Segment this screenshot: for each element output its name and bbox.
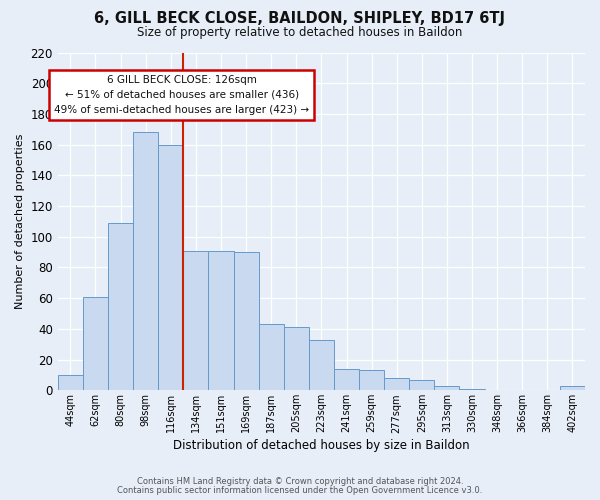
Bar: [284, 328, 309, 390]
Bar: [184, 250, 208, 390]
Y-axis label: Number of detached properties: Number of detached properties: [15, 134, 25, 309]
Bar: [309, 340, 334, 390]
Bar: [233, 252, 259, 390]
Text: Contains public sector information licensed under the Open Government Licence v3: Contains public sector information licen…: [118, 486, 482, 495]
Bar: [334, 369, 359, 390]
Bar: [359, 370, 384, 390]
Text: 6, GILL BECK CLOSE, BAILDON, SHIPLEY, BD17 6TJ: 6, GILL BECK CLOSE, BAILDON, SHIPLEY, BD…: [95, 12, 505, 26]
Bar: [259, 324, 284, 390]
X-axis label: Distribution of detached houses by size in Baildon: Distribution of detached houses by size …: [173, 440, 470, 452]
Text: Contains HM Land Registry data © Crown copyright and database right 2024.: Contains HM Land Registry data © Crown c…: [137, 477, 463, 486]
Bar: [83, 296, 108, 390]
Bar: [560, 386, 585, 390]
Bar: [108, 223, 133, 390]
Bar: [158, 144, 184, 390]
Bar: [409, 380, 434, 390]
Bar: [434, 386, 460, 390]
Bar: [384, 378, 409, 390]
Bar: [460, 388, 485, 390]
Bar: [58, 375, 83, 390]
Bar: [208, 250, 233, 390]
Bar: [133, 132, 158, 390]
Text: 6 GILL BECK CLOSE: 126sqm
← 51% of detached houses are smaller (436)
49% of semi: 6 GILL BECK CLOSE: 126sqm ← 51% of detac…: [54, 75, 309, 114]
Text: Size of property relative to detached houses in Baildon: Size of property relative to detached ho…: [137, 26, 463, 39]
